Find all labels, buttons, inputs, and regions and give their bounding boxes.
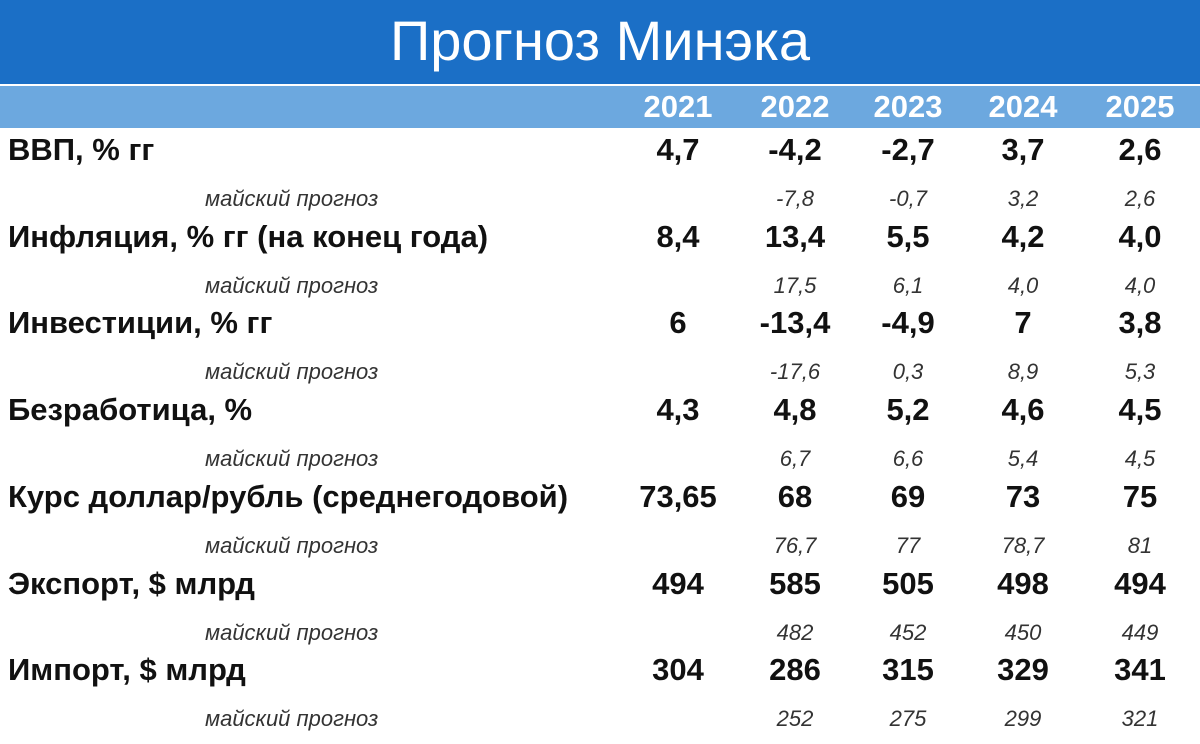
value: 494 <box>1114 565 1166 601</box>
forecast-value: 5,4 <box>1007 446 1039 472</box>
value: 8,4 <box>656 218 700 254</box>
forecast-value: 17,5 <box>773 272 817 298</box>
row-label: ВВП, % гг <box>8 132 155 167</box>
forecast-value: 3,2 <box>1007 186 1039 211</box>
value: 75 <box>1122 478 1158 514</box>
value: -13,4 <box>759 305 831 341</box>
forecast-label: майский прогноз <box>205 532 379 558</box>
forecast-value: 6,6 <box>892 446 924 472</box>
year-header: 2025 <box>1105 89 1175 124</box>
value: 5,5 <box>886 218 930 254</box>
forecast-value: -17,6 <box>769 359 821 385</box>
value: 69 <box>890 478 926 514</box>
forecast-value: -0,7 <box>889 186 927 211</box>
value: 4,6 <box>1001 392 1045 428</box>
forecast-value: 4,0 <box>1124 272 1156 298</box>
value: 4,7 <box>656 132 700 167</box>
value: 73 <box>1005 478 1041 514</box>
value: 5,2 <box>886 392 930 428</box>
row-label: Безработица, % <box>8 392 253 428</box>
row-label: Импорт, $ млрд <box>8 652 246 688</box>
row-label: Курс доллар/рубль (среднегодовой) <box>8 478 569 514</box>
value: 4,2 <box>1001 218 1045 254</box>
value: 4,8 <box>773 392 817 428</box>
forecast-value: 77 <box>895 532 921 558</box>
forecast-value: 81 <box>1127 532 1153 558</box>
forecast-label: майский прогноз <box>205 272 379 298</box>
forecast-value: 4,0 <box>1007 272 1039 298</box>
forecast-value: 4,5 <box>1124 446 1156 472</box>
value: 329 <box>997 652 1049 688</box>
value: 73,65 <box>639 478 717 514</box>
forecast-label: майский прогноз <box>205 359 379 385</box>
year-header: 2022 <box>760 89 830 124</box>
row-label: Инвестиции, % гг <box>8 305 273 341</box>
row-label: Инфляция, % гг (на конец года) <box>8 218 489 254</box>
title: Прогноз Минэка <box>390 9 810 72</box>
value: 4,3 <box>656 392 700 428</box>
year-header: 2024 <box>988 89 1058 124</box>
forecast-value: 299 <box>1004 706 1042 732</box>
value: 2,6 <box>1118 132 1162 167</box>
value: -4,9 <box>881 305 935 341</box>
forecast-value: 450 <box>1004 619 1042 645</box>
forecast-value: 482 <box>776 619 814 645</box>
forecast-value: 449 <box>1121 619 1159 645</box>
value: 304 <box>652 652 704 688</box>
forecast-value: 252 <box>776 706 814 732</box>
year-header: 2023 <box>873 89 943 124</box>
forecast-value: 78,7 <box>1001 532 1045 558</box>
value: 315 <box>882 652 934 688</box>
forecast-label: майский прогноз <box>205 706 379 732</box>
value: 6 <box>669 305 687 341</box>
value: 498 <box>997 565 1049 601</box>
value: 7 <box>1014 305 1032 341</box>
forecast-value: 452 <box>889 619 927 645</box>
value: 505 <box>882 565 934 601</box>
forecast-value: -7,8 <box>776 186 814 211</box>
header-row: 2021 2022 2023 2024 2025 <box>0 86 1200 128</box>
value: 3,7 <box>1001 132 1045 167</box>
forecast-label: майский прогноз <box>205 446 379 472</box>
value: 286 <box>769 652 821 688</box>
forecast-value: 6,1 <box>892 272 924 298</box>
forecast-value: 275 <box>889 706 927 732</box>
forecast-value: 8,9 <box>1007 359 1039 385</box>
forecast-value: 5,3 <box>1124 359 1156 385</box>
forecast-label: майский прогноз <box>205 619 379 645</box>
value: -2,7 <box>881 132 935 167</box>
value: 68 <box>777 478 813 514</box>
forecast-value: 321 <box>1121 706 1159 732</box>
value: 341 <box>1114 652 1166 688</box>
value: 13,4 <box>764 218 826 254</box>
forecast-value: 6,7 <box>779 446 811 472</box>
forecast-label: майский прогноз <box>205 186 379 211</box>
value: 4,5 <box>1118 392 1162 428</box>
forecast-value: 0,3 <box>892 359 924 385</box>
value: -4,2 <box>768 132 822 167</box>
row-label: Экспорт, $ млрд <box>8 565 255 601</box>
title-bar: Прогноз Минэка <box>0 0 1200 84</box>
year-header: 2021 <box>643 89 713 124</box>
value: 585 <box>769 565 821 601</box>
forecast-value: 2,6 <box>1124 186 1156 211</box>
forecast-value: 76,7 <box>773 532 817 558</box>
value: 4,0 <box>1118 218 1162 254</box>
value: 3,8 <box>1118 305 1162 341</box>
value: 494 <box>652 565 704 601</box>
